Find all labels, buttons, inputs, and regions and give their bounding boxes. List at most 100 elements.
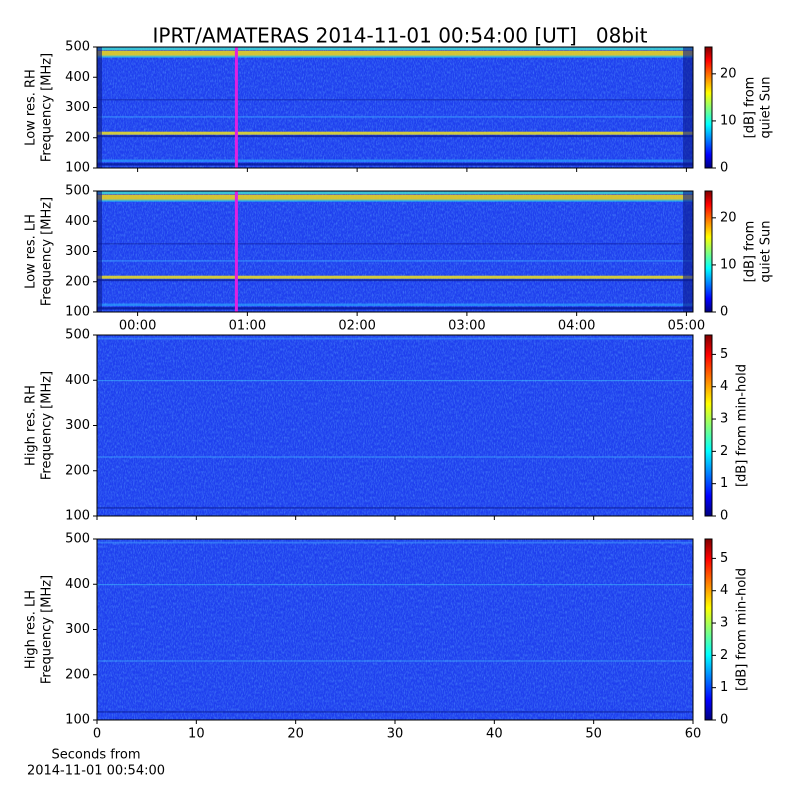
spectrogram-band <box>97 243 693 245</box>
colorbar-tick-label: 5 <box>720 551 728 566</box>
x-tick-label: 04:00 <box>558 319 595 334</box>
spectrogram-band <box>97 199 693 202</box>
y-tick-label: 500 <box>65 328 90 343</box>
y-tick-label: 400 <box>65 214 90 229</box>
colorbar-label: [dB] from <box>743 221 758 283</box>
figure-title: IPRT/AMATERAS 2014-11-01 00:54:00 [UT] 0… <box>153 24 648 48</box>
colorbar-label: [dB] from min-hold <box>735 364 750 487</box>
colorbar-tick-label: 2 <box>720 444 728 459</box>
colorbar-tick-label: 5 <box>720 347 728 362</box>
colorbar-tick-label: 20 <box>720 210 737 225</box>
spectrogram-noise <box>97 191 693 312</box>
y-tick-label: 400 <box>65 373 90 388</box>
y-tick-label: 400 <box>65 70 90 85</box>
y-tick-label: 200 <box>65 130 90 145</box>
x-tick-label: 05:00 <box>668 319 705 334</box>
y-tick-label: 200 <box>65 274 90 289</box>
colorbar-tick-label: 0 <box>720 161 728 176</box>
colorbar-tick-label: 10 <box>720 257 737 272</box>
x-tick-label: 02:00 <box>338 319 375 334</box>
y-tick-label: 300 <box>65 622 90 637</box>
colorbar-tick-label: 0 <box>720 509 728 524</box>
colorbar-label: [dB] from <box>743 77 758 139</box>
colorbar-tick-label: 3 <box>720 616 728 631</box>
x-tick-label: 03:00 <box>448 319 485 334</box>
y-tick-label: 100 <box>65 161 90 176</box>
edge-shade <box>97 191 102 312</box>
spectrogram-band <box>97 584 693 586</box>
y-axis-label: High res. LH <box>24 590 39 669</box>
colorbar-tick-label: 1 <box>720 476 728 491</box>
spectrogram-band <box>97 279 693 282</box>
spectrogram-band <box>97 55 693 58</box>
y-axis-label: High res. RH <box>24 385 39 466</box>
colorbar-tick-label: 20 <box>720 66 737 81</box>
spectrogram-band <box>97 163 693 166</box>
colorbar-label: quiet Sun <box>759 76 774 138</box>
colorbar-label: [dB] from min-hold <box>735 568 750 691</box>
spectrogram-band <box>97 47 693 51</box>
edge-shade <box>683 191 693 312</box>
colorbar <box>704 334 713 517</box>
colorbar <box>704 190 713 313</box>
y-tick-label: 400 <box>65 577 90 592</box>
colorbar-tick-label: 4 <box>720 583 728 598</box>
y-tick-label: 500 <box>65 40 90 55</box>
spectrogram-band <box>97 307 693 310</box>
colorbar-tick-label: 0 <box>720 713 728 728</box>
x-axis-label: 2014-11-01 00:54:00 <box>27 764 165 779</box>
spectrogram-band <box>97 541 693 544</box>
spectrogram-band <box>97 159 693 162</box>
x-tick-label: 01:00 <box>229 319 266 334</box>
spectrogram-band <box>97 506 693 509</box>
colorbar-tick-label: 3 <box>720 412 728 427</box>
colorbar-tick-label: 1 <box>720 680 728 695</box>
spectrogram-band <box>97 259 693 262</box>
spectrogram-band <box>97 380 693 382</box>
spectrogram-band <box>97 135 693 138</box>
edge-shade <box>683 47 693 168</box>
y-axis-label: Frequency [MHz] <box>40 371 55 480</box>
x-tick-label: 0 <box>93 727 101 742</box>
spectrogram-band <box>97 191 693 195</box>
spectrogram-band <box>97 50 693 57</box>
spectrogram-band <box>97 115 693 118</box>
spectrogram-band <box>97 337 693 340</box>
x-axis-label: Seconds from <box>51 748 140 763</box>
x-tick-label: 20 <box>287 727 304 742</box>
spectrogram-noise <box>97 47 693 168</box>
spectrogram-band <box>97 131 693 135</box>
y-tick-label: 300 <box>65 418 90 433</box>
colorbar-tick-label: 4 <box>720 379 728 394</box>
y-tick-label: 500 <box>65 532 90 547</box>
spectrogram-band <box>97 456 693 458</box>
x-tick-label: 50 <box>585 727 602 742</box>
y-axis-label: Frequency [MHz] <box>40 53 55 162</box>
y-tick-label: 100 <box>65 305 90 320</box>
edge-shade <box>97 47 102 168</box>
colorbar-tick-label: 2 <box>720 648 728 663</box>
colorbar <box>704 538 713 721</box>
y-tick-label: 200 <box>65 463 90 478</box>
spectrogram-noise <box>97 539 693 720</box>
colorbar-tick-label: 10 <box>720 113 737 128</box>
y-tick-label: 100 <box>65 713 90 728</box>
x-tick-label: 30 <box>387 727 404 742</box>
y-axis-label: Frequency [MHz] <box>40 575 55 684</box>
y-axis-label: Frequency [MHz] <box>40 197 55 306</box>
spectrogram-band <box>97 710 693 713</box>
y-axis-label: Low res. LH <box>24 214 39 289</box>
spectrogram-band <box>97 303 693 306</box>
x-tick-label: 40 <box>486 727 503 742</box>
y-axis-label: Low res. RH <box>24 69 39 146</box>
y-tick-label: 500 <box>65 184 90 199</box>
y-tick-label: 200 <box>65 667 90 682</box>
spectrogram-band <box>97 194 693 201</box>
colorbar-tick-label: 0 <box>720 305 728 320</box>
colorbar-label: quiet Sun <box>759 220 774 282</box>
x-tick-label: 00:00 <box>119 319 156 334</box>
spectrogram-band <box>97 275 693 279</box>
x-tick-label: 10 <box>188 727 205 742</box>
spectrogram-noise <box>97 335 693 516</box>
